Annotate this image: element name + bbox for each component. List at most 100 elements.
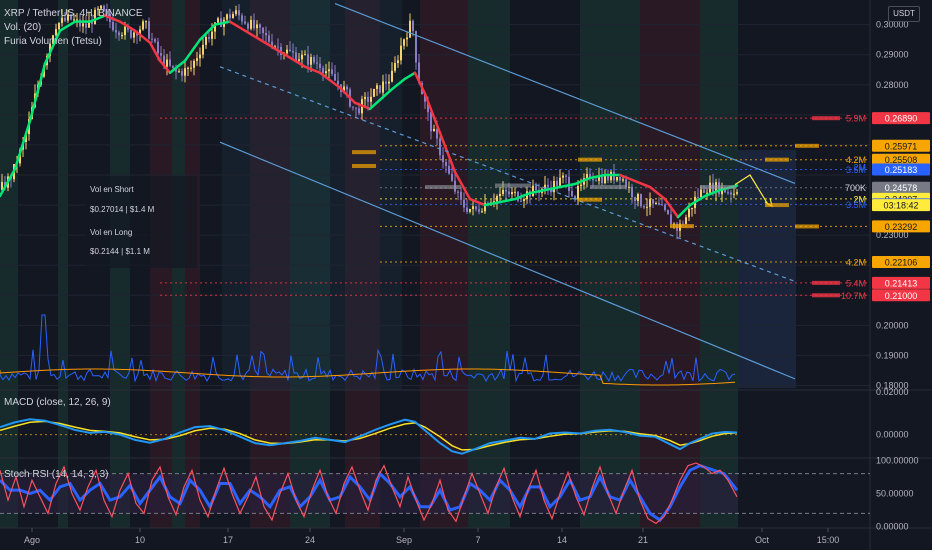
candle-body <box>631 186 633 198</box>
candle-body <box>307 54 309 65</box>
moving-average-segment <box>168 59 187 75</box>
moving-average-segment <box>198 23 217 41</box>
price-level-text: 0.25183 <box>885 165 918 175</box>
candle-body <box>658 203 660 205</box>
candle-body <box>115 30 117 33</box>
candle-body <box>556 181 558 186</box>
short-value: $0.27014 | $1.4 M <box>90 205 155 214</box>
price-level-text: 0.21413 <box>885 278 918 288</box>
price-level-tag <box>872 153 930 166</box>
price-level-text: 0.24578 <box>885 183 918 193</box>
candle-body <box>592 178 594 181</box>
candle-body <box>367 96 369 102</box>
candle-body <box>577 186 579 200</box>
price-level-tag <box>872 163 930 176</box>
candle-body <box>388 81 390 84</box>
volume-zone-marker <box>812 293 840 298</box>
candle-body <box>118 32 120 36</box>
price-level-text: 0.26890 <box>885 114 918 124</box>
moving-average-segment <box>338 86 357 105</box>
volume-annotation: 5.4M <box>846 278 866 288</box>
price-level-tag <box>872 276 930 289</box>
candle-body <box>61 17 63 23</box>
stoch-tick-label: 100.00000 <box>876 455 919 465</box>
candle-body <box>643 206 645 208</box>
candle-body <box>400 45 402 61</box>
candle-body <box>424 94 426 102</box>
volume-annotation: 3.5M <box>846 200 866 210</box>
stoch-legend[interactable]: Stoch RSI (14, 14, 3, 3) <box>4 469 109 480</box>
time-tick-label: 15:00 <box>817 535 840 545</box>
moving-average-segment <box>588 173 607 180</box>
candle-body <box>481 211 483 213</box>
moving-average-segment <box>543 185 562 192</box>
candle-body <box>427 101 429 113</box>
currency-button[interactable]: USDT <box>888 6 920 22</box>
price-level-text: 0.22106 <box>885 258 918 268</box>
moving-average-segment <box>676 203 692 219</box>
candle-body <box>598 175 600 181</box>
price-level-text: 0.21000 <box>885 291 918 301</box>
moving-average-segment <box>303 65 322 75</box>
candle-body <box>337 80 339 85</box>
candle-body <box>328 69 330 72</box>
moving-average-segment <box>368 89 392 111</box>
moving-average-segment <box>388 77 407 93</box>
candle-body <box>142 21 144 30</box>
moving-average-segment <box>103 14 122 23</box>
price-tick-label: 0.23000 <box>876 230 909 240</box>
candle-body <box>403 39 405 46</box>
volume-line <box>0 314 736 383</box>
candle-body <box>364 96 366 100</box>
candle-body <box>268 35 270 42</box>
moving-average-segment <box>413 71 427 96</box>
candle-body <box>523 199 525 202</box>
volume-zone-marker <box>670 224 694 229</box>
candle-body <box>451 173 453 181</box>
candle-body <box>58 22 60 30</box>
candle-body <box>373 89 375 97</box>
volume-ma-line <box>0 368 736 386</box>
moving-average-segment <box>43 29 62 65</box>
candle-body <box>622 179 624 181</box>
price-level-tag <box>872 256 930 269</box>
candle-body <box>508 191 510 195</box>
candle-body <box>355 107 357 109</box>
candle-body <box>97 8 99 10</box>
candle-body <box>394 63 396 71</box>
short-title: Vol en Short <box>90 185 134 194</box>
moving-average-segment <box>558 182 577 189</box>
candle-body <box>433 128 435 132</box>
candle-body <box>124 26 126 36</box>
bull-trend-band <box>0 0 18 528</box>
candle-body <box>184 68 186 76</box>
macd-legend[interactable]: MACD (close, 12, 26, 9) <box>4 397 111 408</box>
time-tick-label: 10 <box>135 535 145 545</box>
candle-body <box>688 209 690 218</box>
candle-body <box>256 24 258 29</box>
symbol-legend[interactable]: XRP / TetherUS, 4H, BINANCE <box>4 8 143 19</box>
candle-body <box>88 20 90 28</box>
candle-body <box>322 68 324 74</box>
candle-body <box>661 204 663 206</box>
furia-legend[interactable]: Furia Volumen (Tetsu) <box>4 36 102 47</box>
moving-average-segment <box>58 20 77 32</box>
candle-body <box>331 69 333 75</box>
candle-body <box>262 27 264 33</box>
moving-average-segment <box>148 41 162 62</box>
candle-body <box>628 186 630 188</box>
candle-body <box>376 85 378 90</box>
candle-body <box>535 185 537 191</box>
candle-body <box>292 50 294 53</box>
candle-body <box>178 71 180 73</box>
candle-body <box>166 59 168 67</box>
moving-average-segment <box>423 92 442 135</box>
time-tick-label: 24 <box>305 535 315 545</box>
volume-legend[interactable]: Vol. (20) <box>4 22 42 33</box>
moving-average-segment <box>633 179 652 189</box>
moving-average-segment <box>703 188 722 198</box>
candle-body <box>397 60 399 64</box>
price-level-tag <box>872 181 930 194</box>
candle-body <box>271 41 273 48</box>
